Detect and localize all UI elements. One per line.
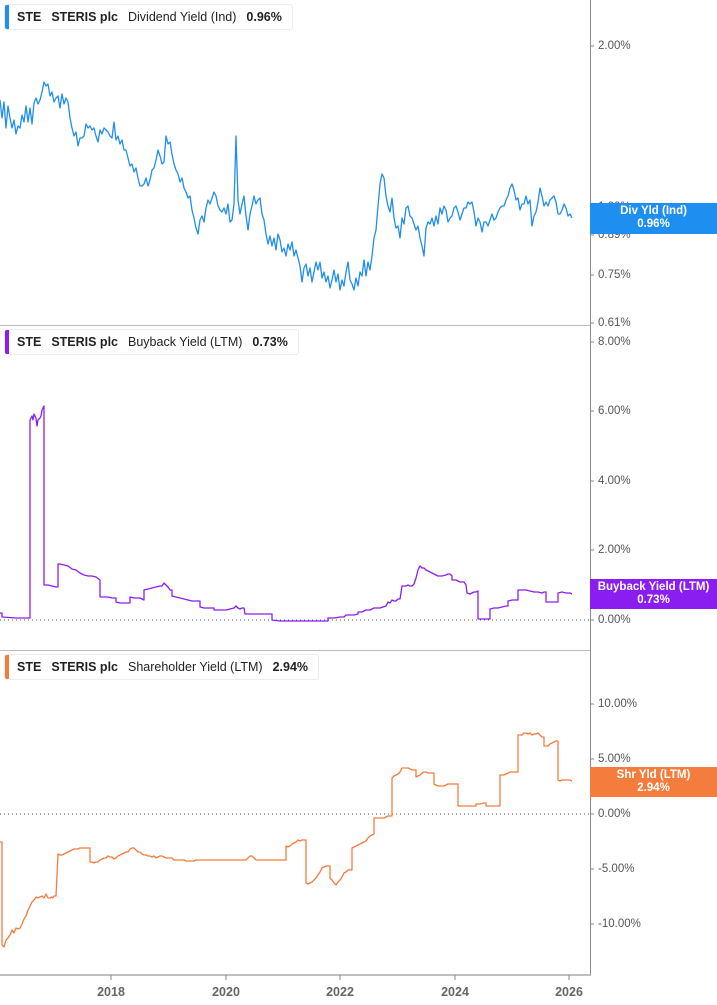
- ticker-label: STE: [17, 10, 42, 24]
- current-value-tag-dividend: Div Yld (Ind) 0.96%: [590, 203, 717, 234]
- dividend-yield-line: [0, 81, 573, 291]
- legend-dividend-yield: STE STERIS plc Dividend Yield (Ind) 0.96…: [4, 4, 293, 30]
- metric-label: Shareholder Yield (LTM): [128, 660, 263, 674]
- y-tick-label: 0.61%: [598, 317, 631, 329]
- current-value-tag-shareholder: Shr Yld (LTM) 2.94%: [590, 767, 717, 797]
- y-tick-label: -5.00%: [598, 863, 635, 875]
- ticker-label: STE: [17, 335, 42, 349]
- tag-value: 0.73%: [637, 594, 670, 606]
- metric-value: 0.96%: [246, 10, 282, 24]
- metric-value: 2.94%: [272, 660, 309, 674]
- legend-shareholder-yield: STE STERIS plc Shareholder Yield (LTM) 2…: [4, 654, 320, 680]
- x-tick-label: 2018: [97, 985, 125, 999]
- y-tick-label: 0.00%: [598, 808, 631, 820]
- metric-value: 0.73%: [252, 335, 288, 349]
- x-tick-label: 2024: [441, 985, 469, 999]
- buyback-yield-line: [0, 405, 573, 622]
- series-color-swatch: [5, 5, 9, 29]
- x-tick-marks: [110, 975, 570, 980]
- tag-label: Buyback Yield (LTM): [597, 581, 710, 593]
- y-tick-label: 10.00%: [598, 698, 638, 710]
- y-tick-label: 5.00%: [598, 753, 631, 765]
- x-tick-label: 2020: [212, 985, 240, 999]
- y-tick-label: 4.00%: [598, 475, 631, 487]
- company-label: STERIS plc: [51, 660, 118, 674]
- shareholder-yield-line: [0, 732, 573, 948]
- metric-label: Dividend Yield (Ind): [128, 10, 237, 24]
- series-color-swatch: [5, 655, 9, 679]
- tag-label: Shr Yld (LTM): [616, 769, 691, 781]
- y-tick-label: 6.00%: [598, 405, 631, 417]
- company-label: STERIS plc: [51, 10, 118, 24]
- y-tick-label: 8.00%: [598, 336, 631, 348]
- tag-label: Div Yld (Ind): [620, 205, 687, 217]
- series-color-swatch: [5, 330, 9, 354]
- tag-value: 2.94%: [637, 782, 670, 794]
- ticker-label: STE: [17, 660, 42, 674]
- y-tick-label: -10.00%: [598, 918, 641, 930]
- current-value-tag-buyback: Buyback Yield (LTM) 0.73%: [590, 579, 717, 609]
- company-label: STERIS plc: [51, 335, 118, 349]
- y-tick-label: 0.75%: [598, 269, 631, 281]
- y-tick-label: 2.00%: [598, 544, 631, 556]
- legend-buyback-yield: STE STERIS plc Buyback Yield (LTM) 0.73%: [4, 329, 299, 355]
- y-tick-label: 0.00%: [598, 614, 631, 626]
- y-tick-label: 2.00%: [598, 40, 631, 52]
- x-tick-label: 2026: [555, 985, 583, 999]
- metric-label: Buyback Yield (LTM): [128, 335, 243, 349]
- tag-value: 0.96%: [637, 218, 670, 230]
- x-tick-label: 2022: [326, 985, 354, 999]
